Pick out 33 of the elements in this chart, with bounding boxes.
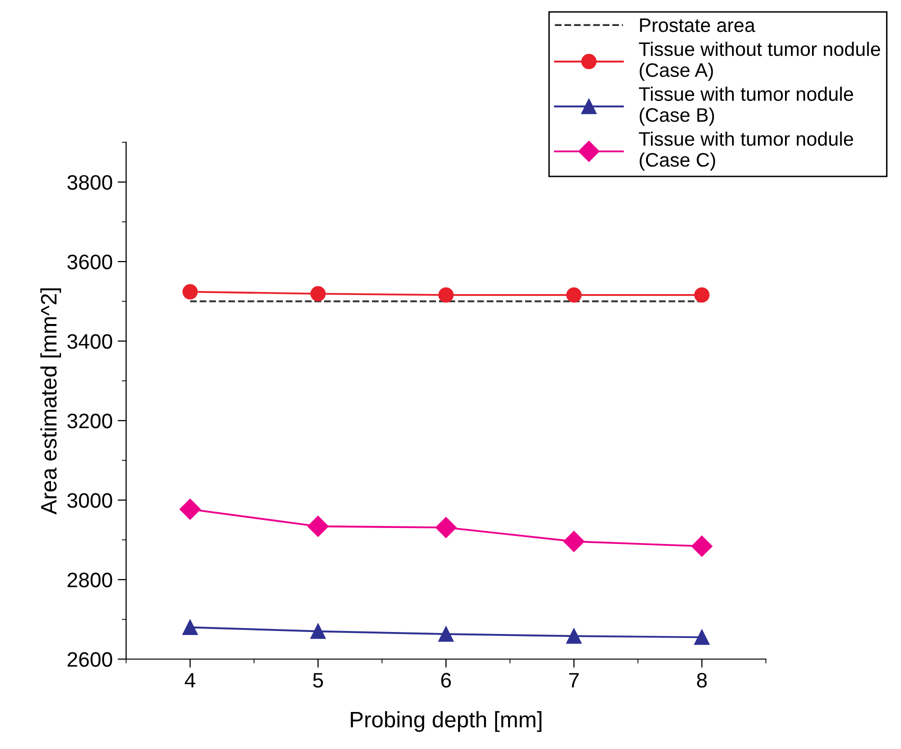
y-tick-label: 3400 [67,334,112,349]
x-tick-label: 8 [696,672,707,688]
y-axis-title: Area estimated [mm^2] [40,288,62,515]
point [310,286,326,302]
point [182,284,198,300]
point [694,630,710,645]
y-tick-label: 3800 [67,175,112,190]
x-tick-label: 6 [441,672,451,688]
point [308,516,329,537]
x-axis-title: Probing depth [mm] [350,711,542,732]
x-tick-label: 4 [184,673,196,688]
point [310,624,326,639]
legend-label: Tissue without tumor nodule (Case A) [638,42,880,81]
point [563,530,584,552]
legend-label: Tissue with tumor nodule (Case B) [638,86,854,126]
legend-label: Tissue with tumor nodule (Case C) [638,132,854,171]
point [694,287,710,303]
y-tick-label: 2800 [68,572,112,588]
point [566,287,582,303]
point [180,498,201,520]
x-tick-label: 7 [569,673,579,688]
y-tick-label: 3000 [67,493,112,508]
point [438,626,454,642]
point [438,287,454,303]
point [691,536,712,557]
y-tick-label: 2600 [68,652,112,667]
y-tick-label: 3200 [67,414,112,428]
y-tick-label: 3600 [67,254,112,270]
point [566,628,582,644]
legend-label: Prostate area [640,18,756,32]
point [435,517,457,538]
x-tick-label: 5 [313,673,323,688]
point [182,620,198,635]
